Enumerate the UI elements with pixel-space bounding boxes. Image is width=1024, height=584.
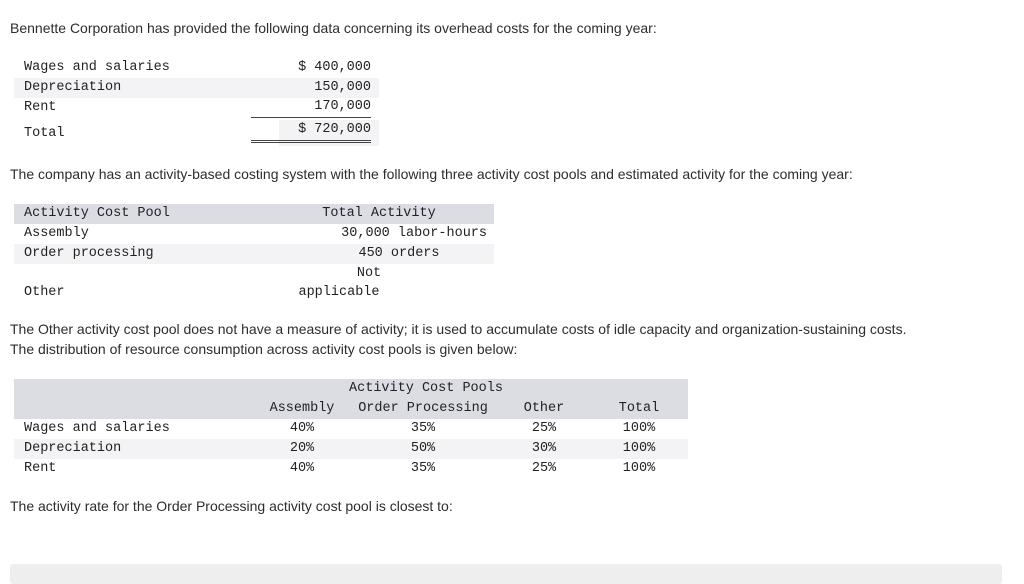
activity-cost-pools-header: Activity Cost Pools <box>349 381 503 396</box>
overhead-amount: $ 400,000 <box>298 60 371 75</box>
other-text-1: The Other activity cost pool does not ha… <box>10 321 907 337</box>
overhead-row: Rent 170,000 <box>14 98 379 118</box>
distribution-row-label: Rent <box>24 461 57 476</box>
col-other-header: Other <box>523 401 565 416</box>
cell-assembly: 40% <box>289 421 315 436</box>
other-text-2: The distribution of resource consumption… <box>10 341 518 357</box>
overhead-amount: 150,000 <box>314 80 371 95</box>
activity-value: 450 orders <box>358 246 440 261</box>
overhead-total-amount: $ 720,000 <box>251 120 371 143</box>
overhead-label: Depreciation <box>24 80 122 95</box>
abc-text: The company has an activity-based costin… <box>10 166 853 182</box>
col-total-header: Total <box>618 401 660 416</box>
activity-row: Order processing 450 orders <box>14 244 494 264</box>
activity-pool-label: Order processing <box>24 246 154 261</box>
activity-pool-header: Activity Cost Pool <box>24 206 170 221</box>
answer-area[interactable] <box>10 564 1002 584</box>
cell-order-processing: 50% <box>410 441 436 456</box>
overhead-total-row: Total $ 720,000 <box>14 118 379 146</box>
activity-pool-label: Other <box>24 285 65 300</box>
question-text: The activity rate for the Order Processi… <box>10 498 453 514</box>
cell-total: 100% <box>622 461 656 476</box>
distribution-column-header-row: Assembly Order Processing Other Total <box>14 399 688 419</box>
activity-header-row: Activity Cost Pool Total Activity <box>14 204 494 224</box>
distribution-row-label: Wages and salaries <box>24 421 170 436</box>
cell-other: 30% <box>531 441 557 456</box>
cell-other: 25% <box>531 461 557 476</box>
overhead-amount: 170,000 <box>251 98 371 118</box>
distribution-row: Rent 40% 35% 25% 100% <box>14 459 688 479</box>
activity-table: Activity Cost Pool Total Activity Assemb… <box>14 204 494 303</box>
distribution-table: Activity Cost Pools Assembly Order Proce… <box>14 379 688 479</box>
overhead-row: Wages and salaries $ 400,000 <box>14 58 379 78</box>
cell-order-processing: 35% <box>410 421 436 436</box>
cell-total: 100% <box>622 441 656 456</box>
overhead-label: Wages and salaries <box>24 60 170 75</box>
activity-pool-label: Assembly <box>24 226 89 241</box>
activity-row: Assembly 30,000 labor-hours <box>14 224 494 244</box>
overhead-cost-table: Wages and salaries $ 400,000 Depreciatio… <box>14 58 379 146</box>
cell-assembly: 40% <box>289 461 315 476</box>
distribution-group-header-row: Activity Cost Pools <box>14 379 688 400</box>
total-activity-header: Total Activity <box>322 206 436 221</box>
intro-text: Bennette Corporation has provided the fo… <box>10 20 657 36</box>
cell-total: 100% <box>622 421 656 436</box>
cell-order-processing: 35% <box>410 461 436 476</box>
distribution-row-label: Depreciation <box>24 441 122 456</box>
activity-value-line1: Not <box>356 266 382 281</box>
overhead-label: Rent <box>24 100 57 115</box>
distribution-row: Wages and salaries 40% 35% 25% 100% <box>14 419 688 439</box>
activity-value-line2: applicable <box>298 285 380 300</box>
activity-value: 30,000 labor-hours <box>341 226 487 241</box>
cell-other: 25% <box>531 421 557 436</box>
col-order-processing-header: Order Processing <box>358 401 488 416</box>
activity-row: Other Not applicable <box>14 264 494 303</box>
distribution-row: Depreciation 20% 50% 30% 100% <box>14 439 688 459</box>
overhead-total-label: Total <box>24 126 65 141</box>
overhead-row: Depreciation 150,000 <box>14 78 379 98</box>
col-assembly-header: Assembly <box>269 401 335 416</box>
cell-assembly: 20% <box>289 441 315 456</box>
